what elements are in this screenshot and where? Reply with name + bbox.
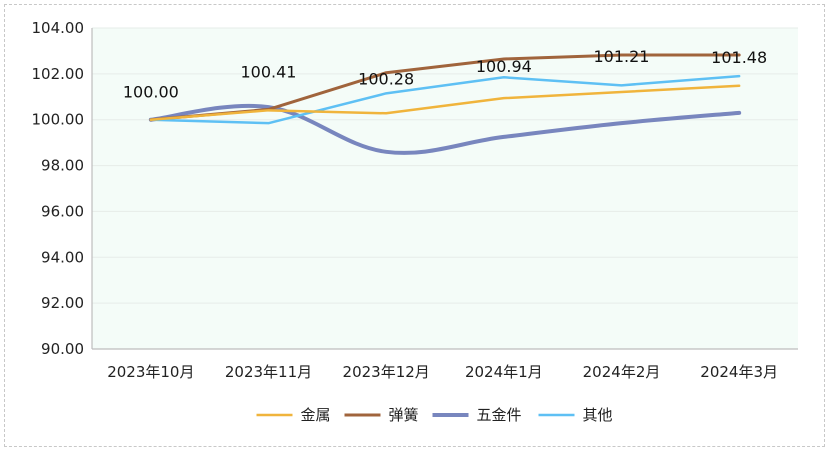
y-tick-label: 94.00 <box>41 248 84 266</box>
legend-label: 弹簧 <box>389 406 419 424</box>
y-tick-label: 100.00 <box>32 111 85 129</box>
x-tick-label: 2023年11月 <box>225 363 312 381</box>
y-tick-label: 96.00 <box>41 202 84 220</box>
data-labels: 100.00 100.41 100.28 100.94 101.21 101.48 <box>123 47 767 102</box>
axes: 90.00 92.00 94.00 96.00 98.00 100.00 102.00 104… <box>32 19 798 381</box>
x-tick-label: 2024年1月 <box>465 363 543 381</box>
y-tick-label: 92.00 <box>41 294 84 312</box>
data-label: 101.48 <box>711 48 767 67</box>
x-tick-label: 2023年12月 <box>343 363 430 381</box>
chart-frame: 90.00 92.00 94.00 96.00 98.00 100.00 102.00 104… <box>4 4 825 447</box>
y-tick-label: 102.00 <box>32 65 85 83</box>
legend-label: 五金件 <box>477 406 522 424</box>
y-tick-label: 90.00 <box>41 340 84 358</box>
data-label: 100.00 <box>123 83 179 102</box>
x-tick-label: 2023年10月 <box>107 363 194 381</box>
y-tick-label: 104.00 <box>32 19 85 37</box>
data-label: 100.94 <box>476 57 532 76</box>
y-tick-label: 98.00 <box>41 157 84 175</box>
series-line-2 <box>148 103 742 155</box>
data-label: 100.28 <box>358 69 414 88</box>
series-lines <box>148 53 742 155</box>
x-tick-label: 2024年3月 <box>700 363 778 381</box>
legend-label: 其他 <box>583 406 613 424</box>
plot-area <box>92 28 798 349</box>
legend-label: 金属 <box>301 406 331 424</box>
legend: 金属 弹簧 五金件 其他 <box>256 406 613 424</box>
series-line-0 <box>149 84 741 121</box>
grid-lines <box>92 27 798 304</box>
x-tick-label: 2024年2月 <box>583 363 661 381</box>
data-label: 100.41 <box>241 62 297 81</box>
line-chart: 90.00 92.00 94.00 96.00 98.00 100.00 102.00 104… <box>32 19 798 424</box>
series-line-3 <box>149 74 741 125</box>
data-label: 101.21 <box>594 47 650 66</box>
